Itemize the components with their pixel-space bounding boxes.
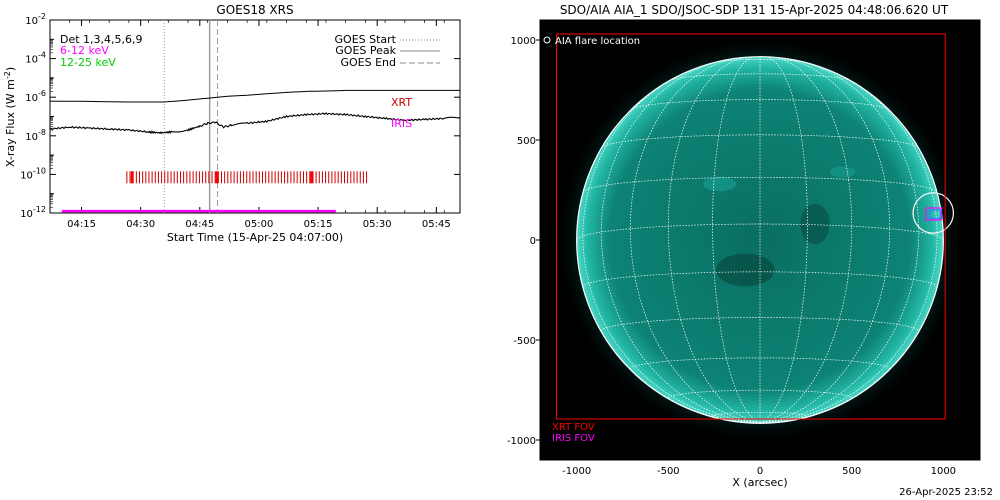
aia-x-axis: -1000 -500 0 500 1000 xyxy=(562,454,956,477)
coronal-hole-dark xyxy=(716,253,775,287)
heliographic-grid xyxy=(576,56,944,423)
aia-y-tick-label: 0 xyxy=(530,236,536,247)
solar-disk xyxy=(576,56,944,424)
grid-line xyxy=(600,58,761,423)
iris-fov-box xyxy=(925,207,943,221)
aia-y-tick-label: 500 xyxy=(517,136,536,147)
x-tick-label: 04:45 xyxy=(185,219,214,230)
goes-x-axis: 04:15 04:30 04:45 05:00 05:15 05:30 05:45 xyxy=(49,20,451,230)
grid-line xyxy=(582,66,761,423)
grid-line xyxy=(630,357,890,370)
xrt-coverage-dense xyxy=(310,171,313,184)
goes-flux-line xyxy=(49,112,461,135)
aia-y-tick-label: -500 xyxy=(513,336,536,347)
aia-y-axis: -1000 -500 0 500 1000 xyxy=(507,36,540,447)
goes-x-axis-title: Start Time (15-Apr-25 04:07:00) xyxy=(167,231,343,244)
goes-title: GOES18 XRS xyxy=(216,3,293,17)
active-region-bright xyxy=(829,166,856,178)
aia-x-tick-label: 1000 xyxy=(931,466,956,477)
solar-limb xyxy=(576,56,944,424)
legend-goes-peak-label: GOES Peak xyxy=(335,44,396,57)
xrt-annotation: XRT xyxy=(391,96,412,109)
grid-line xyxy=(582,271,938,288)
aia-x-tick-label: 0 xyxy=(757,466,763,477)
iris-annotation: IRIS xyxy=(391,117,412,130)
y-tick-label: 10-4 xyxy=(25,51,46,66)
xrt-fov-box xyxy=(556,33,946,420)
iris-fov-label: IRIS FOV xyxy=(552,433,595,444)
x-tick-label: 04:30 xyxy=(126,219,155,230)
y-tick-label: 10-6 xyxy=(25,89,46,104)
grid-line xyxy=(759,58,920,423)
aia-x-tick-label: 500 xyxy=(842,466,861,477)
y-tick-label: 10-8 xyxy=(25,128,46,143)
y-tick-label: 10-10 xyxy=(20,166,46,181)
grid-line xyxy=(759,57,890,423)
grid-line xyxy=(759,66,938,423)
render-timestamp: 26-Apr-2025 23:52 xyxy=(899,487,993,498)
xrt-coverage-dense xyxy=(130,171,134,184)
y-tick-label: 10-12 xyxy=(20,205,46,220)
grid-line xyxy=(759,56,853,423)
goes-event-lines xyxy=(163,20,219,213)
legend-marker-icon xyxy=(543,36,551,44)
goes-xrs-chart: GOES18 XRS 10-12 10-10 10-8 10-6 10-4 10-2 04… xyxy=(3,3,461,244)
grid-line xyxy=(630,57,761,423)
goes-flux-series xyxy=(49,89,461,135)
x-tick-label: 04:15 xyxy=(67,219,96,230)
x-tick-label: 05:00 xyxy=(245,219,274,230)
x-tick-label: 05:30 xyxy=(363,219,392,230)
goes-line-legend: GOES Start GOES Peak GOES End xyxy=(335,33,440,69)
xrt-coverage-dense xyxy=(215,171,219,184)
aia-y-tick-label: -1000 xyxy=(507,436,536,447)
goes-coverage-bars xyxy=(61,171,368,213)
aia-flare-location-marker xyxy=(912,192,955,234)
flare-region-box xyxy=(928,209,942,219)
grid-line xyxy=(712,56,761,423)
y-tick-label: 10-2 xyxy=(25,12,46,27)
aia-y-tick-label: 1000 xyxy=(511,36,536,47)
grid-line xyxy=(601,134,919,148)
goes-flux-line xyxy=(49,89,460,103)
legend-band-high: 12-25 keV xyxy=(60,56,116,69)
x-tick-label: 05:45 xyxy=(422,219,451,230)
x-tick-label: 05:15 xyxy=(304,219,333,230)
legend-goes-end-label: GOES End xyxy=(340,56,396,69)
active-region-bright xyxy=(703,176,737,192)
grid-line xyxy=(582,176,938,193)
aia-x-tick-label: -500 xyxy=(657,466,680,477)
xrt-fov-label: XRT FOV xyxy=(552,422,595,433)
aia-legend-label: AIA flare location xyxy=(555,36,640,47)
coronal-hole-dark xyxy=(800,203,830,245)
aia-x-axis-title: X (arcsec) xyxy=(732,476,787,489)
grid-line xyxy=(667,56,761,423)
goes-y-axis: 10-12 10-10 10-8 10-6 10-4 10-2 xyxy=(20,12,460,220)
legend-band-low: 6-12 keV xyxy=(60,44,109,57)
aia-x-tick-label: -1000 xyxy=(562,466,591,477)
aia-image-chart: SDO/AIA AIA_1 SDO/JSOC-SDP 131 15-Apr-20… xyxy=(507,3,981,489)
detector-label: Det 1,3,4,5,6,9 xyxy=(60,33,143,46)
aia-title: SDO/AIA AIA_1 SDO/JSOC-SDP 131 15-Apr-20… xyxy=(560,3,949,17)
grid-line xyxy=(759,56,808,423)
legend-goes-start-label: GOES Start xyxy=(335,33,397,46)
goes-y-axis-title: X-ray Flux (W m-2) xyxy=(3,67,17,167)
grid-line xyxy=(630,99,890,110)
